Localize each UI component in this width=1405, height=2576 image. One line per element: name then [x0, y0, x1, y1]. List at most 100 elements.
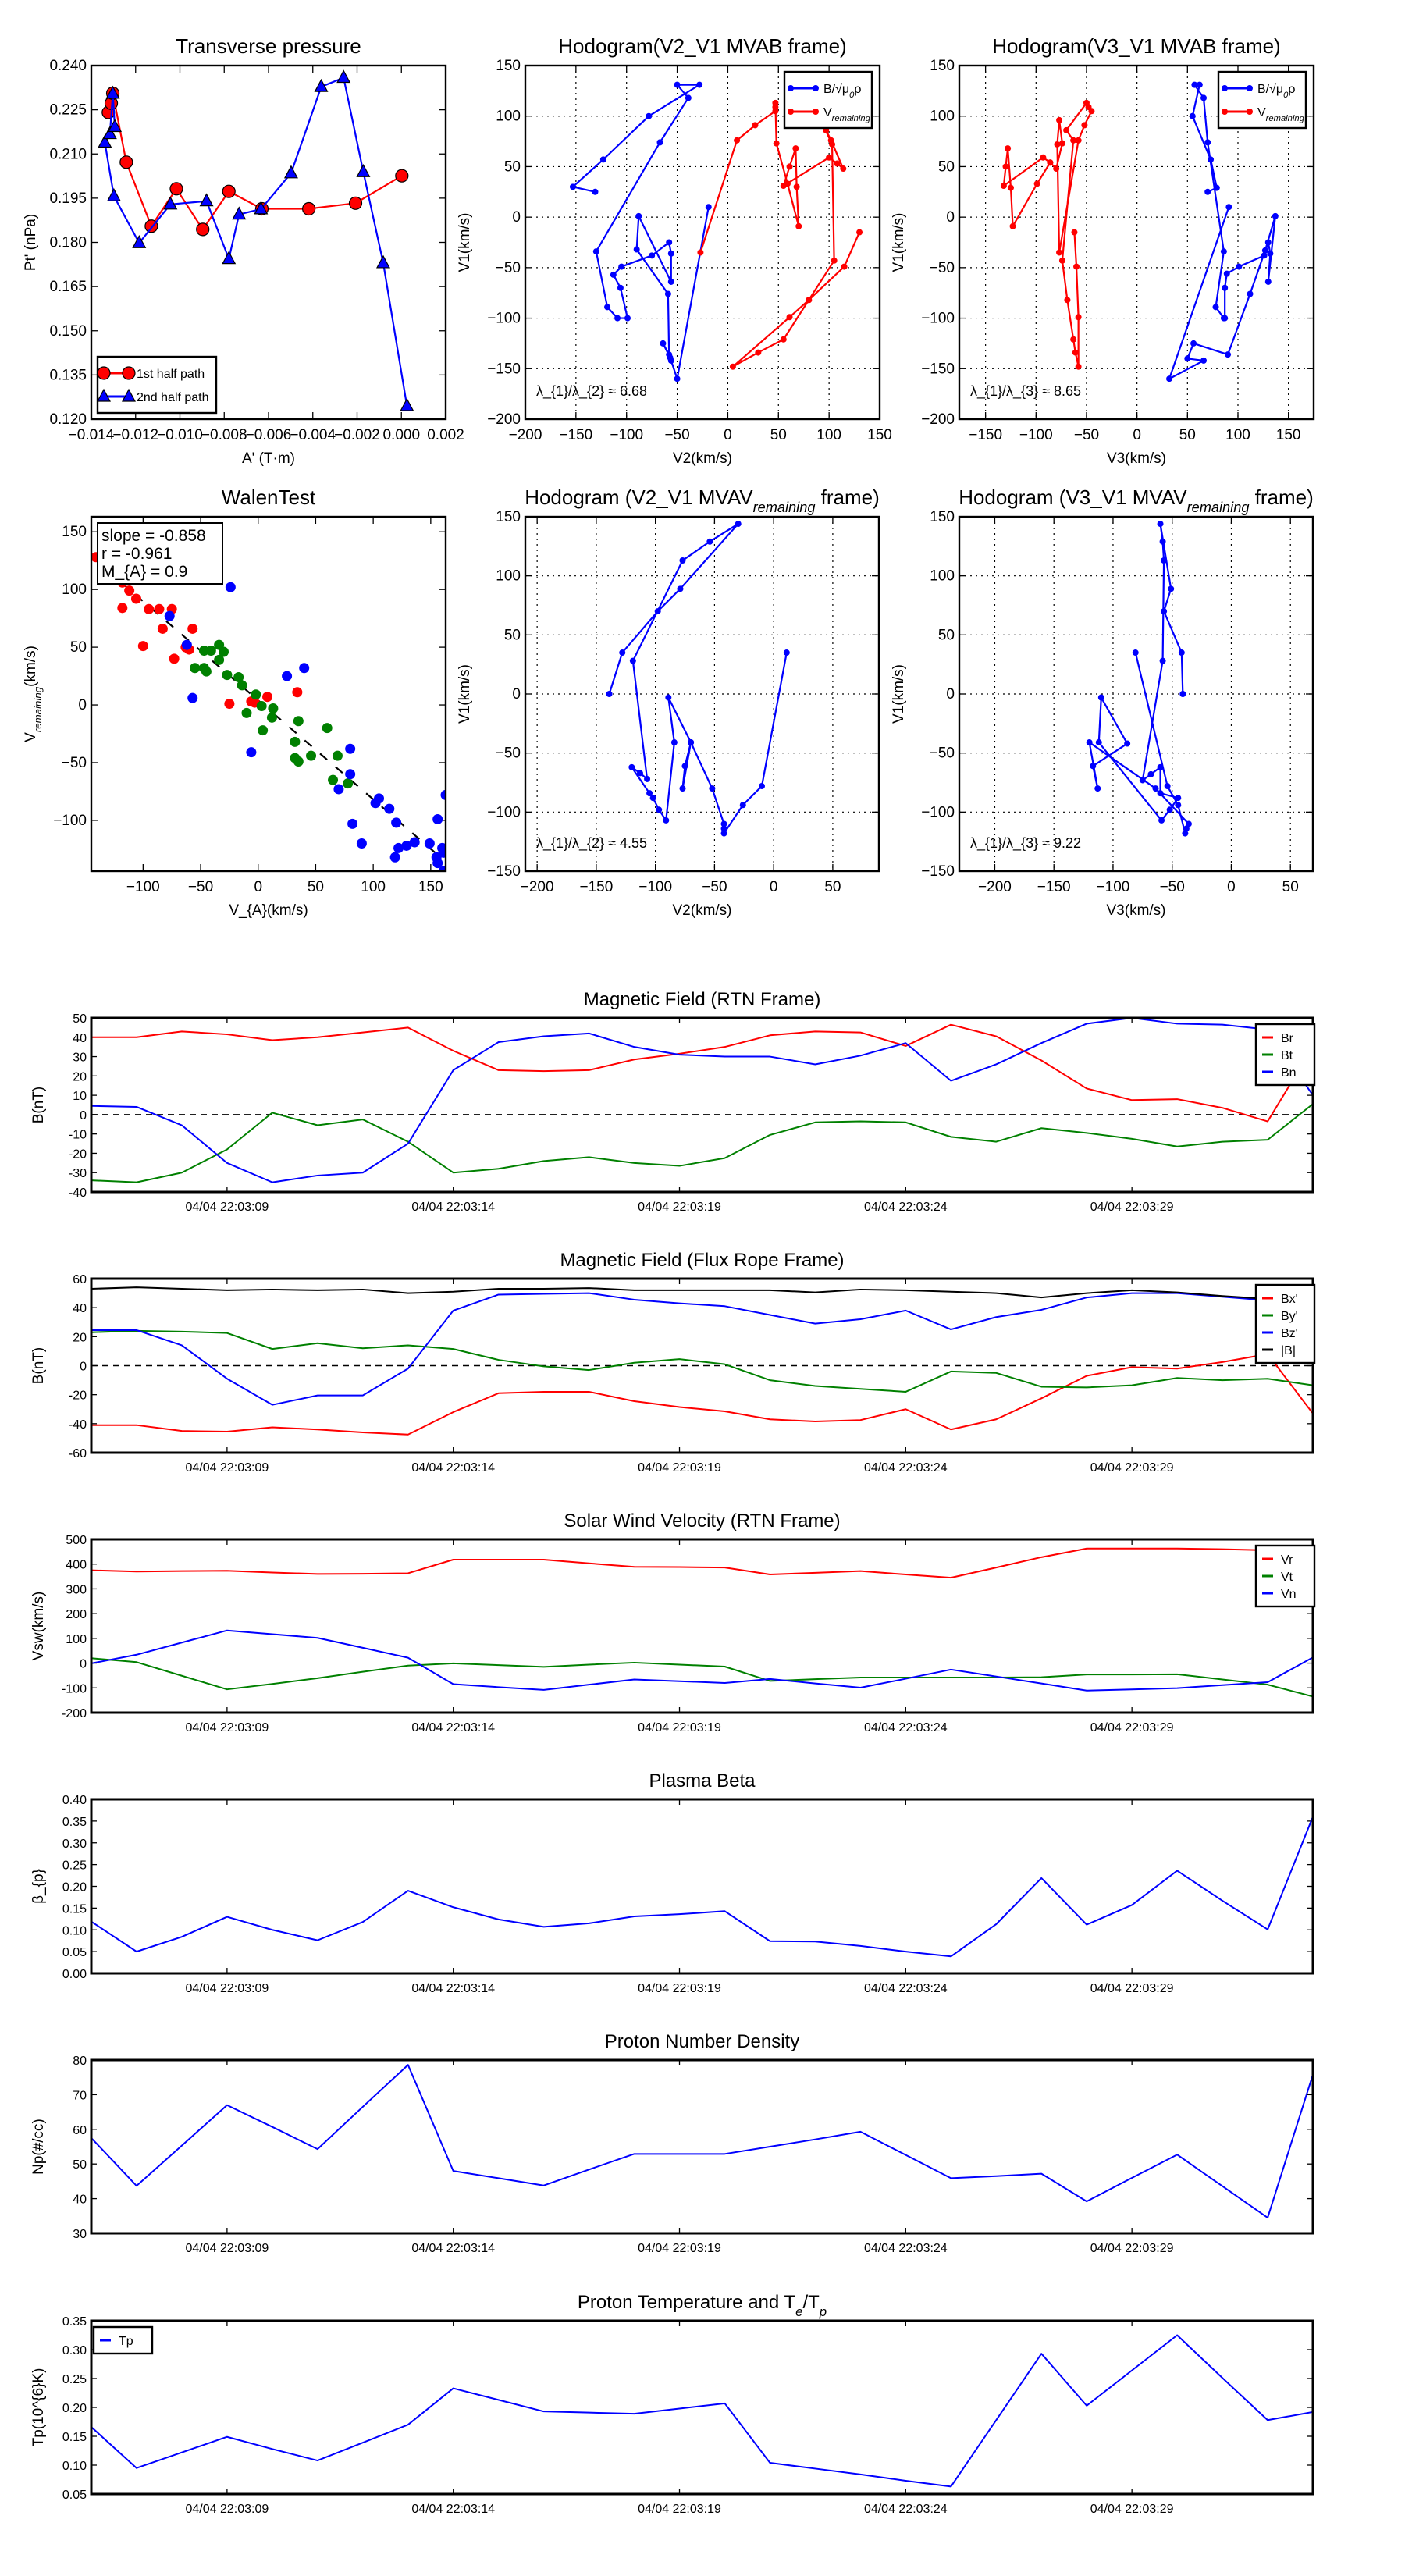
y-tick-label: 150: [62, 524, 87, 540]
y-tick-label: 100: [496, 109, 521, 125]
hodogram-v2-v1-mvab: Hodogram(V2_V1 MVAB frame) −200 −150 −100 −5…: [457, 34, 892, 467]
series-line: [91, 1023, 1313, 1123]
y-tick-label: 0.240: [49, 58, 87, 74]
legend-box: [1217, 70, 1307, 130]
data-point: [660, 340, 667, 347]
legend: Br Bt Bn: [1254, 1023, 1316, 1087]
data-point: [190, 663, 201, 674]
data-point: [739, 802, 746, 809]
x-tick-label: −50: [1074, 427, 1099, 443]
plot-area: [91, 2064, 1313, 2219]
data-point: [328, 774, 339, 785]
data-point: [1139, 777, 1146, 784]
axes-frame: [90, 1016, 1314, 1194]
series-tp: [91, 2334, 1313, 2488]
series-line: [699, 101, 861, 368]
data-point: [222, 251, 237, 265]
data-point: [1261, 247, 1268, 254]
data-point: [734, 137, 741, 144]
axes-frame: [90, 1277, 1314, 1454]
axes-frame: [524, 64, 881, 421]
x-tick-label: −150: [969, 427, 1002, 443]
data-point: [806, 297, 813, 304]
data-point: [409, 837, 420, 848]
y-tick-label: -20: [69, 1389, 87, 1403]
hodogram-v2-v1-mvav: Hodogram (V2_V1 MVAVremaining frame) −200…: [457, 486, 880, 919]
data-point: [395, 169, 409, 183]
magnetic-field-rtn: Magnetic Field (RTN Frame) 04/04 22:03:09…: [30, 989, 1316, 1214]
eigenvalue-ratio-label: λ_{1}/λ_{2} ≈ 4.55: [536, 835, 647, 852]
y-tick-label: 0.180: [49, 235, 87, 251]
data-point: [384, 803, 395, 814]
data-point: [154, 603, 165, 614]
data-point: [345, 769, 356, 780]
y-tick-label: 150: [930, 509, 955, 525]
x-tick-label: −0.006: [246, 427, 292, 443]
x-tick-label: −0.010: [157, 427, 203, 443]
data-point: [119, 155, 133, 169]
data-point: [322, 723, 333, 734]
data-point: [1056, 116, 1063, 123]
chart-title: Solar Wind Velocity (RTN Frame): [564, 1510, 840, 1532]
x-tick-label: −0.008: [201, 427, 247, 443]
data-point: [348, 196, 363, 210]
y-tick-label: 400: [66, 1559, 87, 1572]
data-point: [205, 646, 216, 656]
data-point: [617, 284, 624, 291]
y-axis-label: V1(km/s): [457, 213, 473, 272]
data-point: [1040, 154, 1047, 161]
data-point: [97, 388, 111, 402]
axes-frame: [524, 515, 880, 873]
data-point: [1184, 355, 1191, 362]
data-point: [783, 649, 790, 656]
x-tick-label: 100: [1225, 427, 1250, 443]
axes-frame: [90, 1798, 1314, 1975]
data-point: [696, 81, 703, 88]
y-tick-label: 0: [946, 209, 955, 226]
data-point: [196, 222, 210, 237]
data-point: [644, 775, 651, 782]
series-green: [190, 639, 354, 789]
data-point: [1264, 278, 1272, 285]
y-tick-label: 0.40: [62, 1794, 87, 1807]
data-point: [1175, 802, 1182, 809]
data-point: [1086, 739, 1093, 746]
x-tick-label: 50: [824, 879, 841, 895]
data-point: [649, 795, 656, 802]
y-tick-label: 50: [938, 627, 955, 643]
x-tick-label: 04/04 22:03:19: [638, 1721, 721, 1735]
data-point: [646, 790, 653, 797]
x-tick-label: 04/04 22:03:19: [638, 2242, 721, 2255]
data-point: [670, 739, 678, 746]
x-tick-label: 04/04 22:03:29: [1090, 1201, 1174, 1214]
y-tick-label: −200: [921, 411, 955, 428]
data-point: [628, 763, 635, 770]
data-point: [1075, 137, 1082, 144]
x-tick-label: 04/04 22:03:14: [411, 1201, 495, 1214]
data-point: [122, 366, 136, 380]
data-point: [233, 672, 244, 683]
series-2nd-half-path: [98, 69, 414, 411]
data-point: [347, 818, 358, 829]
data-point: [224, 699, 235, 710]
series-beta: [91, 1816, 1313, 1958]
data-point: [1190, 340, 1197, 347]
data-point: [755, 349, 762, 356]
data-point: [393, 842, 404, 853]
series-bz-: [91, 1292, 1313, 1406]
legend-label: B/√μ0ρ: [823, 83, 861, 100]
data-point: [163, 196, 178, 210]
data-point: [1158, 817, 1165, 824]
legend-label: Bz': [1281, 1327, 1298, 1340]
data-point: [333, 784, 344, 795]
data-point: [282, 671, 293, 681]
x-tick-label: 04/04 22:03:24: [864, 2503, 948, 2516]
hodogram-v3-v1-mvav: Hodogram (V3_V1 MVAVremaining frame) −200…: [891, 486, 1314, 919]
data-point: [1094, 785, 1101, 792]
y-tick-label: 60: [73, 2124, 87, 2137]
data-point: [735, 521, 742, 528]
y-tick-label: -30: [69, 1167, 87, 1180]
legend-label: 1st half path: [137, 368, 205, 381]
axes-frame: [958, 515, 1314, 873]
data-point: [237, 680, 247, 691]
